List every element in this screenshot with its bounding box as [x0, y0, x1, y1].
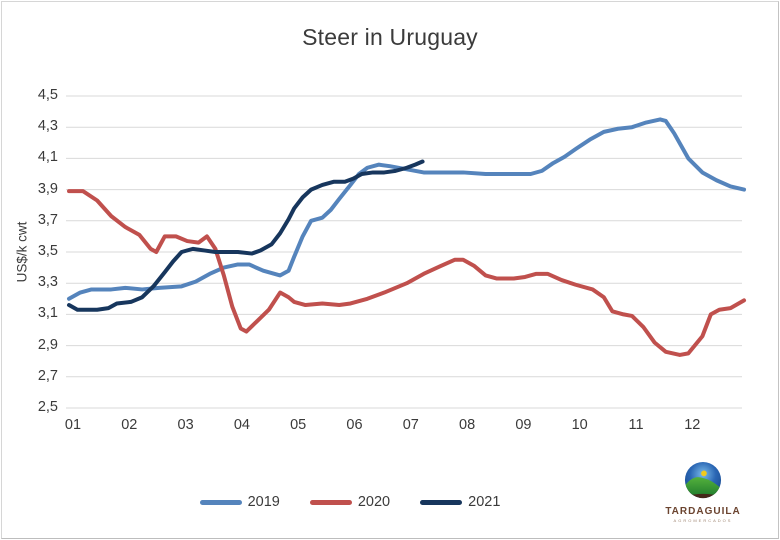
y-tick-label: 3,1 [37, 305, 58, 322]
y-tick-label: 3,7 [37, 211, 58, 228]
y-tick-label: 2,7 [37, 367, 58, 384]
x-tick-label: 01 [64, 417, 82, 433]
y-tick-label: 3,9 [37, 180, 58, 197]
x-tick-label: 07 [402, 417, 419, 433]
legend-item-2020: 2020 [309, 494, 391, 510]
y-tick-label: 4,3 [37, 118, 58, 135]
legend-item-2021: 2021 [420, 494, 500, 510]
y-tick-label: 3,3 [37, 274, 58, 291]
x-tick-label: 09 [515, 417, 532, 433]
series-line-2020 [67, 189, 747, 357]
x-tick-label: 06 [346, 417, 363, 433]
legend-label-2019: 2019 [247, 494, 280, 510]
logo-brand-text: TARDAGUILA [665, 506, 741, 517]
legend-swatch-2021 [420, 499, 463, 505]
legend-label-2021: 2021 [468, 494, 501, 510]
legend-swatch-2020 [309, 499, 352, 505]
legend-swatch-2019 [199, 499, 242, 505]
x-tick-label: 12 [684, 417, 701, 433]
x-tick-label: 04 [233, 417, 250, 433]
x-tick-label: 02 [121, 417, 138, 433]
y-tick-label: 3,5 [37, 243, 58, 259]
series-line-2021 [67, 159, 425, 312]
legend-label-2020: 2020 [357, 494, 391, 510]
x-tick-label: 11 [628, 417, 644, 433]
x-tick-label: 10 [571, 417, 588, 433]
x-tick-label: 03 [177, 417, 194, 433]
legend-item-2019: 2019 [199, 494, 280, 510]
logo-globe-icon [684, 462, 722, 499]
logo-subtext: AGROMERCADOS [673, 518, 733, 523]
chart-title: Steer in Uruguay [302, 24, 478, 50]
y-tick-label: 4,5 [37, 87, 58, 103]
legend: 2019 2020 2021 [0, 494, 700, 510]
y-tick-label: 2,5 [37, 399, 58, 415]
y-tick-label: 2,9 [37, 336, 58, 353]
y-tick-label: 4,1 [37, 149, 58, 166]
x-tick-label: 08 [459, 417, 476, 433]
x-tick-label: 05 [290, 417, 307, 433]
series-line-2019 [67, 117, 747, 301]
logo: TARDAGUILA AGROMERCADOS [650, 462, 756, 523]
